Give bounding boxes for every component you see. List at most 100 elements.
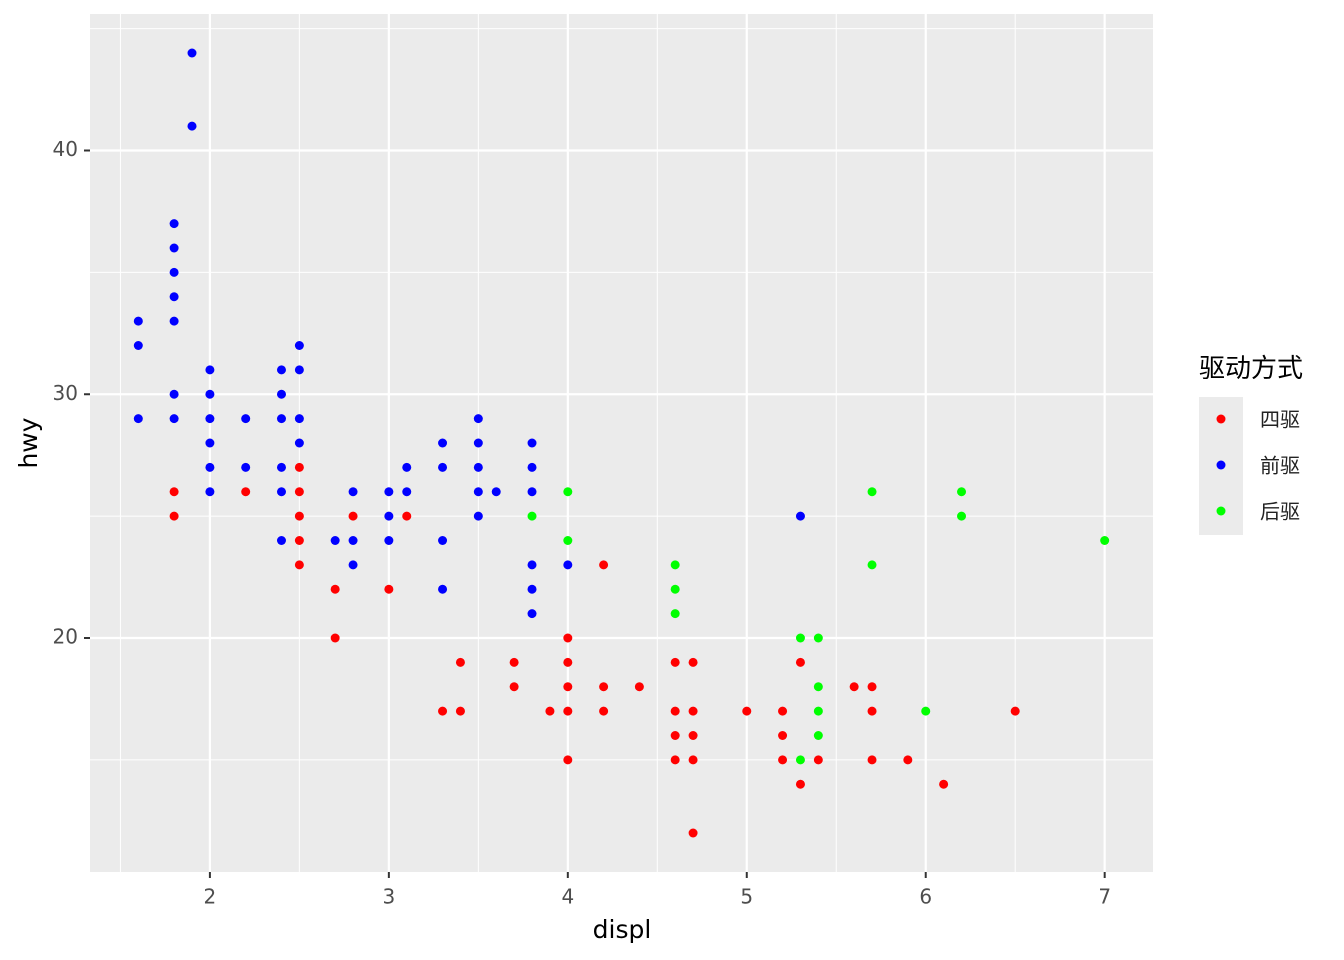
point [205, 438, 215, 448]
point [527, 462, 537, 472]
point [867, 706, 877, 716]
point [294, 414, 304, 424]
point [795, 755, 805, 765]
legend-key [1216, 414, 1226, 424]
point [384, 584, 394, 594]
point [545, 706, 555, 716]
x-tick-label: 3 [382, 885, 395, 909]
point [795, 657, 805, 667]
point [276, 536, 286, 545]
point [169, 219, 179, 229]
point [527, 560, 537, 570]
point [348, 487, 358, 497]
point [563, 755, 573, 765]
point [205, 365, 215, 375]
legend-key [1216, 506, 1226, 516]
point [634, 682, 644, 692]
point [867, 682, 877, 692]
point [921, 706, 931, 716]
point [330, 536, 340, 545]
axes: 2 3 4 5 6 7 20 30 40 [53, 137, 1112, 909]
point [330, 633, 340, 643]
point [473, 414, 483, 424]
point [778, 731, 788, 740]
x-tick-label: 5 [740, 885, 753, 909]
x-tick-label: 2 [204, 885, 217, 909]
point [1010, 706, 1020, 716]
point [491, 487, 501, 497]
y-axis-title: hwy [14, 417, 43, 468]
point [438, 536, 448, 545]
point [903, 755, 913, 765]
point [455, 657, 465, 667]
point [294, 536, 304, 545]
point [169, 511, 179, 521]
point [795, 511, 805, 521]
point [563, 657, 573, 667]
point [276, 487, 286, 497]
point [187, 121, 197, 131]
point [205, 462, 215, 472]
y-tick-label: 40 [53, 137, 78, 161]
point [241, 462, 251, 472]
point [169, 292, 179, 302]
point [742, 706, 752, 716]
point [688, 755, 698, 765]
legend-label: 四驱 [1260, 408, 1300, 432]
point [276, 365, 286, 375]
legend-label: 前驱 [1260, 454, 1300, 478]
point [402, 462, 412, 472]
point [813, 755, 823, 765]
point [867, 755, 877, 765]
point [688, 731, 698, 740]
point [169, 267, 179, 277]
point [778, 755, 788, 765]
point [348, 560, 358, 570]
x-axis-title: displ [593, 915, 652, 944]
point [473, 462, 483, 472]
point [527, 584, 537, 594]
y-tick-label: 30 [53, 381, 78, 405]
point [599, 560, 609, 570]
point [599, 682, 609, 692]
point [294, 462, 304, 472]
point [813, 706, 823, 716]
point [1100, 536, 1110, 545]
point [133, 414, 143, 424]
point [294, 438, 304, 448]
point [473, 511, 483, 521]
point [563, 633, 573, 643]
point [438, 438, 448, 448]
point [169, 316, 179, 326]
point [169, 414, 179, 424]
point [670, 609, 680, 619]
points [133, 48, 1110, 838]
point [670, 706, 680, 716]
point [563, 487, 573, 497]
point [330, 584, 340, 594]
point [294, 487, 304, 497]
point [795, 779, 805, 789]
y-tick-label: 20 [53, 625, 78, 649]
point [599, 706, 609, 716]
point [957, 511, 967, 521]
point [241, 487, 251, 497]
point [527, 487, 537, 497]
point [133, 316, 143, 326]
point [688, 828, 698, 838]
point [849, 682, 859, 692]
point [348, 536, 358, 545]
point [670, 755, 680, 765]
point [670, 584, 680, 594]
point [205, 414, 215, 424]
point [563, 706, 573, 716]
point [563, 560, 573, 570]
point [473, 438, 483, 448]
point [402, 511, 412, 521]
x-tick-label: 6 [919, 885, 932, 909]
point [795, 633, 805, 643]
point [205, 487, 215, 497]
point [688, 657, 698, 667]
